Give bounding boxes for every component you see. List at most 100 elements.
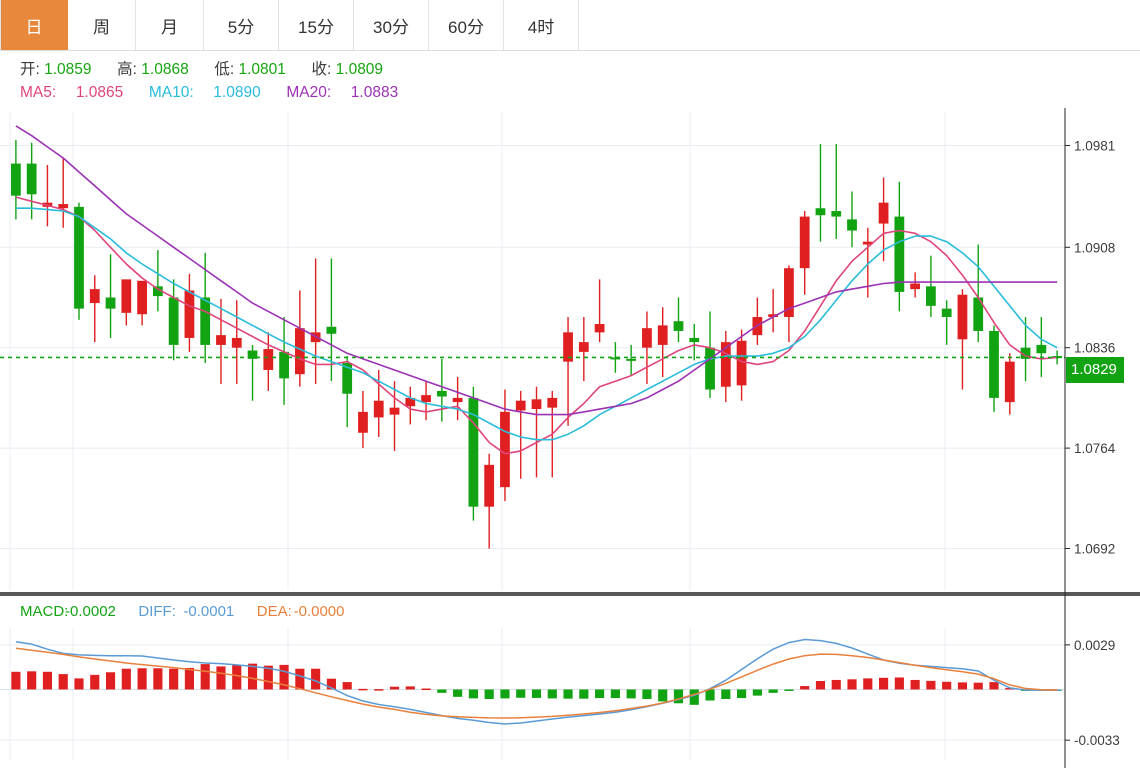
tab-1[interactable]: 周 [68, 0, 136, 50]
tab-label: 月 [161, 17, 178, 37]
macd-bar-58 [926, 680, 936, 690]
ma-line: MA5: 1.0865 MA10: 1.0890 MA20: 1.0883 [20, 81, 1140, 104]
candle-body-1 [26, 163, 37, 195]
candle-body-65 [1036, 344, 1047, 354]
candle-body-27 [436, 390, 447, 397]
candle-body-59 [941, 308, 952, 318]
macd-bar-12 [200, 664, 210, 690]
macd-header: MACD:-0.0002 DIFF: -0.0001 DEA: -0.0000 [20, 603, 344, 620]
tab-label: 5分 [227, 17, 255, 37]
tab-0[interactable]: 日 [0, 0, 68, 50]
candle-body-5 [89, 289, 100, 304]
candle-body-51 [815, 208, 826, 216]
tabbar-filler [579, 0, 1140, 50]
candle-body-60 [957, 294, 968, 340]
tab-label: 4时 [527, 17, 555, 37]
macd-bar-52 [831, 679, 841, 690]
candle-body-36 [578, 342, 589, 352]
tab-4[interactable]: 15分 [279, 0, 354, 50]
macd-bar-25 [405, 686, 415, 690]
candle-body-8 [137, 280, 147, 315]
candle-body-56 [894, 216, 905, 292]
candle-body-4 [74, 206, 84, 309]
macd-hdr-part-0: MACD: [20, 603, 68, 620]
ma20-label: MA20: [286, 84, 332, 101]
macd-bar-1 [27, 671, 37, 690]
price-candlestick-chart[interactable]: 1.0981 1.0908 1.0836 1.0764 1.0692 [0, 108, 1140, 594]
current-price-badge: 1.0829 [1066, 357, 1124, 383]
candle-body-0 [10, 163, 21, 196]
macd-hdr-part-1: -0.0002 [65, 603, 116, 620]
macd-bar-62 [989, 682, 999, 690]
tab-label: 日 [25, 17, 43, 37]
price-axis-label-4: 1.0692 [1074, 542, 1115, 557]
candle-body-31 [500, 411, 510, 488]
candle-body-48 [768, 314, 779, 318]
macd-axis-label-0: 0.0029 [1074, 638, 1115, 653]
candle-body-15 [247, 350, 258, 359]
tab-3[interactable]: 5分 [204, 0, 279, 50]
macd-bar-6 [105, 672, 116, 690]
price-axis-label-0: 1.0981 [1074, 138, 1115, 153]
macd-bar-41 [658, 689, 668, 702]
ohlc-line: 开: 1.0859 高: 1.0868 低: 1.0801 收: 1.0809 [20, 58, 1140, 81]
candle-body-20 [326, 326, 337, 334]
macd-bar-57 [910, 679, 920, 690]
price-axis-label-1: 1.0908 [1074, 240, 1115, 255]
tab-label: 60分 [448, 17, 484, 37]
candle-body-37 [594, 323, 605, 333]
candle-body-58 [926, 286, 936, 306]
candle-body-26 [421, 395, 431, 403]
macd-bar-9 [153, 668, 163, 690]
candle-body-32 [515, 400, 526, 411]
candle-body-54 [862, 241, 873, 245]
macd-indicator-chart[interactable]: MACD:-0.0002 DIFF: -0.0001 DEA: -0.0000 0.002… [0, 594, 1140, 768]
macd-bar-50 [800, 686, 810, 690]
tab-7[interactable]: 4时 [504, 0, 579, 50]
candle-series [10, 139, 1063, 549]
macd-bar-27 [437, 689, 447, 693]
macd-bar-28 [453, 689, 463, 697]
macd-bar-7 [121, 668, 131, 690]
candle-body-43 [689, 337, 700, 343]
macd-bar-26 [421, 688, 431, 691]
tab-5[interactable]: 30分 [354, 0, 429, 50]
candle-body-30 [484, 464, 495, 507]
macd-bar-10 [169, 668, 179, 690]
candle-body-61 [973, 297, 984, 331]
macd-bar-63 [1005, 687, 1015, 690]
tab-2[interactable]: 月 [136, 0, 204, 50]
candle-body-55 [878, 202, 889, 224]
candle-body-39 [626, 358, 637, 361]
macd-bar-38 [610, 689, 620, 699]
tab-6[interactable]: 60分 [429, 0, 504, 50]
macd-bar-54 [863, 678, 873, 690]
ma20-value: 1.0883 [350, 84, 399, 101]
candle-body-29 [468, 397, 479, 507]
macd-bar-36 [579, 689, 589, 699]
ma5-label: MA5: [20, 84, 57, 101]
candle-body-57 [910, 283, 921, 290]
high-label: 高: [117, 61, 137, 78]
macd-bar-15 [247, 663, 258, 690]
macd-bar-32 [516, 689, 526, 698]
macd-bar-24 [389, 686, 400, 690]
macd-bar-30 [484, 689, 494, 699]
candle-body-9 [152, 286, 163, 297]
candle-body-6 [105, 297, 116, 309]
candle-body-62 [989, 330, 999, 398]
candle-body-33 [531, 399, 542, 410]
macd-hdr-part-3: -0.0001 [183, 603, 234, 620]
candle-body-53 [847, 219, 857, 231]
candle-body-35 [563, 332, 573, 362]
macd-bar-20 [326, 678, 336, 690]
macd-bar-23 [374, 689, 384, 691]
macd-bar-29 [468, 689, 478, 699]
candle-body-12 [200, 297, 211, 345]
candle-body-49 [784, 268, 794, 318]
macd-bar-60 [957, 682, 968, 690]
candle-body-17 [279, 351, 289, 379]
candle-body-52 [831, 211, 842, 217]
macd-bar-46 [737, 689, 747, 699]
macd-bar-53 [847, 679, 857, 690]
